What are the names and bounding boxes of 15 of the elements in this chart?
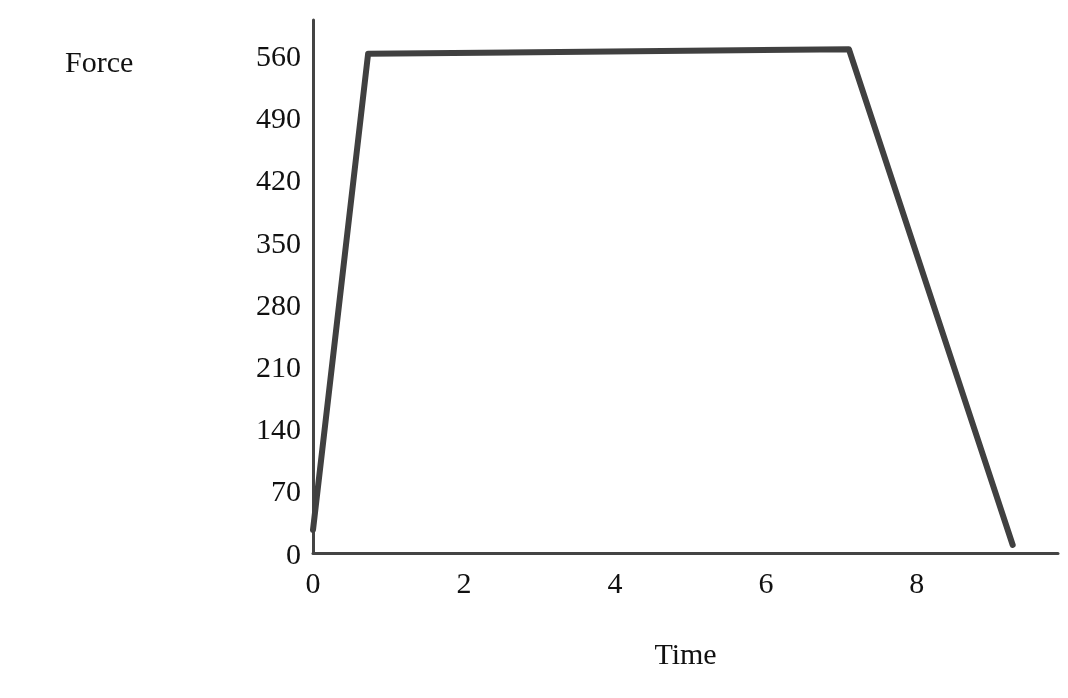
x-tick-label: 8 [909, 565, 925, 599]
y-axis-title: Force [65, 44, 134, 78]
x-tick-label: 2 [456, 565, 472, 599]
y-tick-label: 210 [256, 349, 301, 383]
y-tick-label: 420 [256, 163, 301, 197]
y-tick-label: 560 [256, 39, 301, 73]
y-tick-label: 140 [256, 412, 301, 446]
y-tick-label: 0 [286, 536, 301, 570]
y-tick-label: 280 [256, 287, 301, 321]
x-tick-label: 6 [758, 565, 774, 599]
y-tick-label: 350 [256, 225, 301, 259]
x-axis-title: Time [654, 636, 717, 670]
x-tick-label: 4 [607, 565, 623, 599]
y-tick-label: 490 [256, 101, 301, 135]
y-tick-label: 70 [271, 474, 301, 508]
